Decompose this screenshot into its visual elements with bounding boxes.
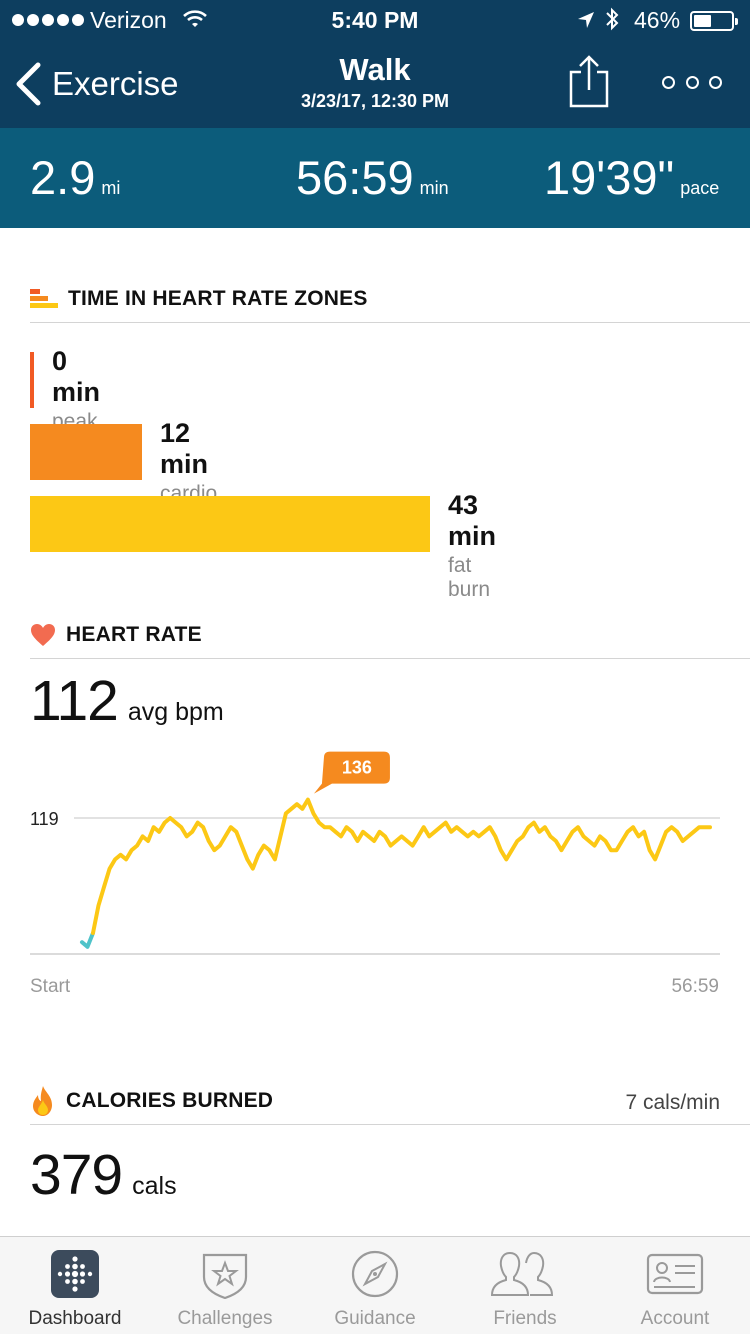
status-bar: Verizon 5:40 PM 46% <box>0 0 750 40</box>
calories-value: 379 <box>30 1143 123 1207</box>
tab-label: Account <box>640 1308 710 1329</box>
dashboard-icon <box>51 1250 99 1298</box>
max-bpm-label: 136 <box>342 758 372 778</box>
compass-icon <box>351 1250 399 1298</box>
more-dot-icon <box>685 75 699 89</box>
carrier-label: Verizon <box>90 7 167 33</box>
zone-value: 43 min <box>448 490 497 551</box>
duration-stat: 56:59 min <box>296 150 449 205</box>
page-header: Walk 3/23/17, 12:30 PM <box>200 52 550 112</box>
calories-header: CALORIES BURNED 7 cals/min <box>30 1077 750 1125</box>
tab-label: Friends <box>493 1308 557 1329</box>
avg-bpm-value: 112 <box>30 669 119 733</box>
location-arrow-icon <box>576 9 596 36</box>
hr-zones-header: TIME IN HEART RATE ZONES <box>30 275 750 323</box>
battery-icon <box>690 11 738 31</box>
battery-level <box>694 15 711 27</box>
duration-unit: min <box>419 178 449 198</box>
heart-rate-chart: 119 136 <box>30 751 720 955</box>
zone-value: 0 min <box>52 346 101 407</box>
more-options-button[interactable] <box>662 70 722 94</box>
chevron-left-icon <box>16 62 41 106</box>
summary-stats: 2.9 mi 56:59 min 19'39" pace <box>0 128 750 228</box>
status-time: 5:40 PM <box>331 7 419 33</box>
heart-icon <box>31 623 55 646</box>
share-button[interactable] <box>566 54 612 110</box>
zone-text-peak: 0 min peak <box>52 346 100 434</box>
back-label: Exercise <box>52 65 179 102</box>
calories-rate: 7 cals/min <box>625 1091 720 1114</box>
zone-bar-peak <box>30 352 34 408</box>
signal-strength-icon <box>12 14 84 26</box>
back-button[interactable]: Exercise <box>14 58 204 110</box>
bluetooth-icon <box>603 6 621 38</box>
calories-title: CALORIES BURNED <box>66 1088 274 1112</box>
distance-stat: 2.9 mi <box>30 150 120 205</box>
flame-icon <box>33 1085 52 1116</box>
tab-account[interactable]: Account <box>600 1237 750 1334</box>
tab-challenges[interactable]: Challenges <box>150 1237 300 1334</box>
zone-label: fat burn <box>448 554 491 601</box>
avg-heart-rate: 112 avg bpm <box>30 668 224 734</box>
battery-percent: 46% <box>634 7 681 33</box>
friends-icon <box>490 1251 554 1296</box>
calories-total: 379 cals <box>30 1142 177 1208</box>
duration-value: 56:59 <box>296 151 414 204</box>
wifi-icon <box>182 8 208 35</box>
distance-unit: mi <box>101 178 121 198</box>
pace-value: 19'39" <box>544 151 675 204</box>
pace-unit: pace <box>680 178 720 198</box>
more-dot-icon <box>662 75 675 89</box>
heart-rate-title: HEART RATE <box>66 622 202 646</box>
heart-rate-line <box>80 931 95 949</box>
avg-bpm-unit: avg bpm <box>127 698 224 726</box>
page-title: Walk <box>339 52 411 87</box>
tab-friends[interactable]: Friends <box>450 1237 600 1334</box>
distance-value: 2.9 <box>30 151 96 204</box>
chart-x-end: 56:59 <box>671 976 719 997</box>
reference-label: 119 <box>30 809 59 829</box>
tab-dashboard[interactable]: Dashboard <box>0 1237 150 1334</box>
zone-bar-cardio <box>30 424 142 480</box>
zone-text-fat-burn: 43 min fat burn <box>448 490 496 602</box>
tab-label: Guidance <box>334 1308 416 1329</box>
more-dot-icon <box>709 75 722 89</box>
hr-zones-title: TIME IN HEART RATE ZONES <box>68 286 368 310</box>
max-bpm-marker: 136 <box>313 751 390 794</box>
tab-label: Challenges <box>177 1308 273 1329</box>
chart-x-start: Start <box>30 976 71 997</box>
tab-bar: Dashboard Challenges Guidance Friends <box>0 1236 750 1334</box>
header: Verizon 5:40 PM 46% Exercise Walk 3/23/1… <box>0 0 750 128</box>
heart-rate-line <box>91 797 712 935</box>
calories-unit: cals <box>132 1172 177 1200</box>
zones-bars-icon <box>30 288 58 308</box>
page-subtitle: 3/23/17, 12:30 PM <box>300 91 450 111</box>
zone-value: 12 min <box>160 418 209 479</box>
tab-label: Dashboard <box>28 1308 122 1329</box>
pace-stat: 19'39" pace <box>544 150 719 205</box>
zone-bar-fat-burn <box>30 496 430 552</box>
zone-text-cardio: 12 min cardio <box>160 418 217 506</box>
share-icon <box>569 55 609 108</box>
heart-rate-header: HEART RATE <box>30 611 750 659</box>
challenges-star-icon <box>202 1253 248 1299</box>
tab-guidance[interactable]: Guidance <box>300 1237 450 1334</box>
account-card-icon <box>646 1253 704 1295</box>
max-bpm-bubble <box>313 751 390 794</box>
